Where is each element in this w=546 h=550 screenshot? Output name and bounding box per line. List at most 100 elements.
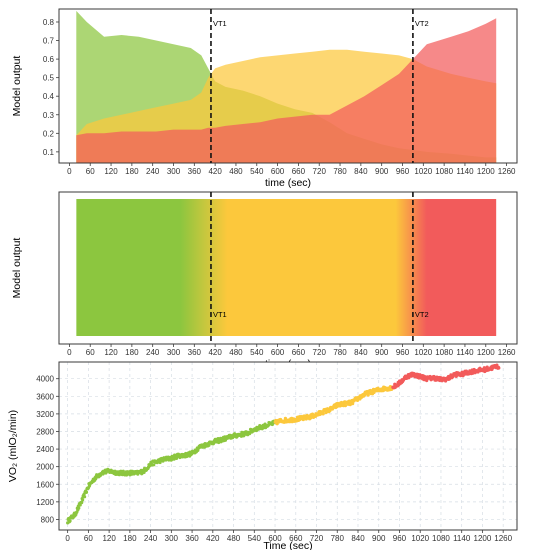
bottom-points	[66, 363, 501, 525]
vo2-point	[485, 365, 489, 369]
middle-xtick-label: 420	[208, 348, 222, 357]
top-xtick-label: 420	[208, 167, 222, 176]
middle-xtick-label: 1080	[435, 348, 453, 357]
bottom-xtick-label: 960	[393, 534, 407, 543]
top-xtick-label: 120	[104, 167, 118, 176]
top-ytick-label: 0.1	[43, 148, 55, 157]
vo2-point	[68, 519, 72, 523]
middle-xtick-label: 0	[67, 348, 72, 357]
top-xtick-label: 180	[125, 167, 139, 176]
bottom-plot-bg	[59, 362, 517, 530]
vo2-point	[321, 412, 325, 416]
middle-xtick-label: 600	[271, 348, 285, 357]
top-xtick-label: 240	[146, 167, 160, 176]
vo2-point	[348, 403, 352, 407]
middle-xtick-label: 60	[86, 348, 95, 357]
top-ytick-label: 0.3	[43, 111, 55, 120]
top-xtick-label: 840	[354, 167, 368, 176]
top-area-red	[76, 18, 497, 163]
bottom-ytick-label: 1600	[36, 480, 54, 489]
vo2-point	[152, 463, 156, 467]
bottom-xtick-label: 600	[268, 534, 282, 543]
top-xtick-label: 360	[188, 167, 202, 176]
bottom-ytick-label: 2000	[36, 463, 54, 472]
bottom-xtick-label: 900	[372, 534, 386, 543]
bottom-xtick-label: 780	[331, 534, 345, 543]
middle-xtick-label: 1020	[414, 348, 432, 357]
top-xlabel: time (sec)	[265, 177, 311, 189]
bottom-frame	[58, 361, 518, 531]
top-xtick-label: 300	[167, 167, 181, 176]
vo2-point	[497, 366, 501, 370]
top-xtick-label: 720	[313, 167, 327, 176]
bottom-xtick-label: 1080	[432, 534, 450, 543]
bottom-xtick-label: 0	[65, 534, 70, 543]
bottom-xtick-label: 1020	[411, 534, 429, 543]
vo2-point	[81, 498, 85, 502]
bottom-xlabel: Time (sec)	[263, 540, 312, 550]
bottom-ytick-label: 4000	[36, 375, 54, 384]
middle-xtick-label: 720	[313, 348, 327, 357]
bottom-xtick-label: 1260	[494, 534, 512, 543]
top-ylabel: Model output	[11, 56, 23, 117]
middle-xtick-label: 900	[375, 348, 389, 357]
top-ytick-label: 0.5	[43, 74, 55, 83]
top-xtick-label: 540	[250, 167, 264, 176]
bottom-xtick-label: 840	[351, 534, 365, 543]
middle-xtick-label: 360	[188, 348, 202, 357]
top-vt-label: VT1	[213, 19, 227, 28]
vo2-point	[343, 404, 348, 408]
bottom-ytick-label: 3600	[36, 392, 54, 401]
middle-xtick-label: 780	[333, 348, 347, 357]
middle-xtick-label: 1140	[456, 348, 474, 357]
middle-vt-label: VT1	[213, 310, 227, 319]
bottom-xtick-label: 360	[185, 534, 199, 543]
middle-xtick-label: 840	[354, 348, 368, 357]
bottom-ytick-label: 2400	[36, 445, 54, 454]
middle-xtick-label: 1200	[477, 348, 495, 357]
top-ytick-label: 0.4	[43, 92, 55, 101]
bottom-xtick-label: 180	[123, 534, 137, 543]
middle-ylabel: Model output	[11, 238, 23, 299]
bottom-ytick-label: 800	[41, 515, 55, 524]
bottom-xtick-label: 240	[144, 534, 158, 543]
top-vt-label: VT2	[415, 19, 429, 28]
vo2-point	[158, 460, 162, 465]
vo2-point	[351, 402, 355, 406]
bottom-chart: 800 1200 1600 2000 2400 2800 3200 3600 4000 0 60 12…	[7, 361, 518, 550]
middle-xtick-label: 480	[229, 348, 243, 357]
top-xtick-label: 660	[292, 167, 306, 176]
top-xtick-label: 60	[86, 167, 95, 176]
vo2-point	[82, 495, 87, 499]
top-ytick-label: 0.6	[43, 55, 55, 64]
bottom-xtick-label: 60	[84, 534, 93, 543]
top-frame	[58, 8, 518, 164]
middle-xtick-label: 540	[250, 348, 264, 357]
middle-xtick-label: 960	[396, 348, 410, 357]
bottom-xtick-label: 480	[227, 534, 241, 543]
bottom-xtick-label: 720	[310, 534, 324, 543]
middle-vt-label: VT2	[415, 310, 429, 319]
middle-frame	[58, 191, 518, 345]
middle-xtick-label: 660	[292, 348, 306, 357]
bottom-xtick-label: 120	[102, 534, 116, 543]
middle-band	[76, 199, 497, 336]
vo2-point	[207, 443, 211, 447]
top-xtick-label: 1140	[456, 167, 474, 176]
bottom-grid	[59, 362, 517, 530]
vo2-point	[84, 490, 89, 494]
top-ytick-label: 0.2	[43, 129, 55, 138]
top-xtick-label: 1020	[414, 167, 432, 176]
top-xtick-label: 780	[333, 167, 347, 176]
top-ytick-label: 0.7	[43, 37, 55, 46]
top-xtick-label: 1260	[498, 167, 516, 176]
bottom-ytick-label: 1200	[36, 498, 54, 507]
top-xtick-label: 0	[67, 167, 72, 176]
middle-xtick-label: 180	[125, 348, 139, 357]
bottom-xtick-label: 1140	[453, 534, 471, 543]
top-xtick-label: 900	[375, 167, 389, 176]
middle-xtick-label: 1260	[498, 348, 516, 357]
vo2-point	[328, 409, 332, 413]
top-ytick-label: 0.8	[43, 18, 55, 27]
